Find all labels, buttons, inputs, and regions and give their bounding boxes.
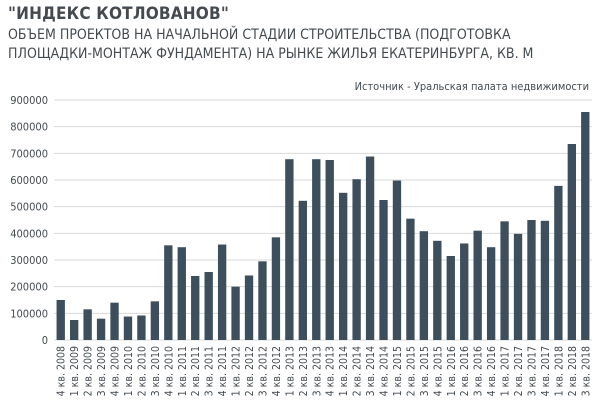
x-tick-label: 1 кв. 2018 [553,346,565,396]
bar [164,245,173,340]
x-tick-label: 3 кв. 2011 [204,346,216,396]
bar [83,309,92,340]
bar [527,220,536,340]
x-tick-label: 3 кв. 2010 [150,346,162,396]
x-tick-label: 3 кв. 2016 [473,346,485,396]
x-tick-label: 3 кв. 2012 [257,346,269,396]
bar [258,261,267,340]
bar [500,221,509,340]
x-tick-label: 2 кв. 2016 [459,346,471,396]
x-tick-label: 1 кв. 2013 [284,346,296,396]
x-tick-label: 4 кв. 2012 [271,346,283,396]
bar [231,286,240,340]
y-tick-label: 900000 [10,94,48,107]
bar [244,275,254,340]
y-tick-label: 600000 [10,174,48,187]
y-tick-label: 400000 [10,227,48,240]
x-tick-label: 3 кв. 2018 [580,346,592,396]
bar [325,160,334,340]
y-tick-label: 300000 [10,254,48,267]
bar [513,233,523,340]
bar [285,159,294,340]
bar [460,243,469,340]
x-tick-label: 2 кв. 2015 [405,346,417,396]
x-tick-label: 4 кв. 2015 [432,346,444,396]
x-tick-label: 2 кв. 2017 [513,346,525,396]
chart-subtitle-line-2: ПЛОЩАДКИ-МОНТАЖ ФУНДАМЕНТА) НА РЫНКЕ ЖИЛ… [8,46,534,62]
bar [339,192,348,340]
x-tick-label: 3 кв. 2017 [526,346,538,396]
x-tick-label: 4 кв. 2010 [163,346,175,396]
x-tick-label: 2 кв. 2009 [83,346,95,396]
bar [540,220,550,340]
x-tick-label: 2 кв. 2018 [567,346,579,396]
bar [137,315,146,340]
chart-source-note: Источник - Уральская палата недвижимости [354,80,589,93]
x-tick-label: 3 кв. 2015 [419,346,431,396]
bar [191,276,200,340]
x-tick-label: 1 кв. 2012 [231,346,243,396]
x-tick-label: 1 кв. 2016 [446,346,458,396]
bar [406,218,415,340]
x-tick-label: 4 кв. 2013 [325,346,337,396]
bar [298,200,307,340]
x-tick-label: 3 кв. 2013 [311,346,323,396]
y-tick-label: 100000 [10,307,48,320]
x-tick-label: 3 кв. 2009 [96,346,108,396]
chart-subtitle-line-1: ОБЪЕМ ПРОЕКТОВ НА НАЧАЛЬНОЙ СТАДИИ СТРОИ… [8,27,511,43]
x-tick-label: 2 кв. 2011 [190,346,202,396]
bar [150,301,160,340]
bar [352,179,361,340]
x-tick-label: 4 кв. 2014 [379,346,391,396]
bar [177,247,186,340]
bar [581,112,590,340]
x-tick-label: 4 кв. 2008 [56,346,68,396]
bar [419,231,429,340]
bar [446,256,455,340]
x-tick-label: 2 кв. 2014 [352,346,364,396]
bar [312,159,321,340]
y-tick-label: 0 [42,334,48,347]
x-tick-label: 1 кв. 2015 [392,346,404,396]
bar [271,237,281,340]
x-tick-label: 1 кв. 2017 [500,346,512,396]
y-tick-label: 700000 [10,147,48,160]
bar [365,156,375,340]
chart-title: "ИНДЕКС КОТЛОВАНОВ" [8,4,230,24]
x-tick-label: 2 кв. 2013 [298,346,310,396]
x-tick-label: 1 кв. 2010 [123,346,135,396]
bar [392,180,402,340]
x-tick-label: 1 кв. 2009 [69,346,81,396]
bar [123,316,133,340]
bar [110,302,119,340]
bar [56,300,65,340]
bar [70,320,79,340]
bar [96,318,106,340]
x-tick-label: 1 кв. 2014 [338,346,350,396]
x-tick-label: 2 кв. 2010 [136,346,148,396]
x-tick-label: 4 кв. 2011 [217,346,229,396]
x-tick-label: 4 кв. 2016 [486,346,498,396]
y-tick-label: 500000 [10,201,48,214]
bar [473,230,482,340]
x-tick-label: 3 кв. 2014 [365,346,377,396]
chart-subtitle: ОБЪЕМ ПРОЕКТОВ НА НАЧАЛЬНОЙ СТАДИИ СТРОИ… [8,26,598,64]
x-tick-label: 4 кв. 2009 [110,346,122,396]
bar [486,247,496,340]
y-tick-label: 200000 [10,281,48,294]
x-tick-label: 4 кв. 2017 [540,346,552,396]
bar [217,244,227,340]
x-tick-label: 2 кв. 2012 [244,346,256,396]
bar [379,200,388,340]
bar [433,240,442,340]
bar [554,185,563,340]
bar [204,272,213,340]
x-tick-label: 1 кв. 2011 [177,346,189,396]
bar [567,144,576,340]
y-tick-label: 800000 [10,121,48,134]
